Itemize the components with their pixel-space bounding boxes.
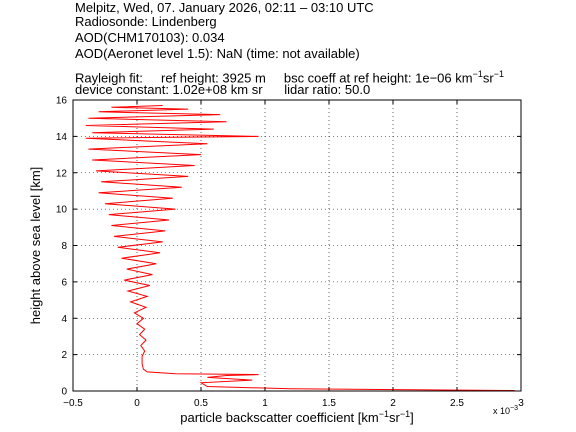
backscatter-profile-line	[85, 105, 515, 391]
aod-aeronet-info: AOD(Aeronet level 1.5): NaN (time: not a…	[75, 46, 360, 61]
y-axis-label: height above sea level [km]	[28, 167, 43, 325]
bsc-coeff: bsc coeff at ref height: 1e−06 km	[283, 70, 473, 86]
y-tick-label: 10	[56, 205, 68, 216]
x-axis-multiplier: x 10−3	[493, 405, 518, 416]
series-line	[85, 105, 515, 391]
x-axis-label: particle backscatter coefficient [km−1sr…	[180, 409, 413, 425]
rayleigh-fit-line: Rayleigh fit: ref height: 3925 m bsc coe…	[75, 66, 504, 86]
x-tick-label: 0	[134, 398, 140, 409]
bsc-unit-sr: sr	[482, 70, 494, 86]
device-constant: device constant: 1.02e+08 km sr	[75, 82, 263, 97]
radiosonde-info: Radiosonde: Lindenberg	[75, 14, 217, 29]
grid-lines	[73, 100, 521, 391]
x-tick-label: 1	[262, 398, 268, 409]
bsc-exp2: −1	[493, 69, 504, 79]
device-line: device constant: 1.02e+08 km sr lidar ra…	[75, 82, 370, 98]
x-tick-label: 2.5	[450, 398, 464, 409]
lidar-ratio: lidar ratio: 50.0	[284, 82, 371, 97]
y-tick-label: 6	[61, 277, 67, 288]
y-tick-label: 12	[56, 168, 68, 179]
ref-height: ref height: 3925 m	[160, 70, 266, 86]
y-tick-label: 4	[61, 314, 67, 325]
x-tick-label: −0.5	[63, 398, 83, 409]
rayleigh-label: Rayleigh fit:	[75, 70, 143, 86]
y-tick-label: 0	[61, 387, 67, 398]
y-tick-label: 14	[56, 132, 68, 143]
y-tick-label: 8	[61, 241, 67, 252]
aod-chm-info: AOD(CHM170103): 0.034	[75, 30, 225, 45]
site-time-title: Melpitz, Wed, 07. January 2026, 02:11 – …	[75, 0, 374, 15]
x-tick-label: 2	[390, 398, 396, 409]
axis-ticks	[72, 99, 522, 392]
y-tick-label: 16	[56, 96, 68, 107]
x-tick-label: 0.5	[194, 398, 208, 409]
x-tick-label: 1.5	[322, 398, 336, 409]
x-tick-label: 3	[518, 398, 524, 409]
bsc-exp1: −1	[472, 69, 483, 79]
y-tick-label: 2	[61, 350, 67, 361]
